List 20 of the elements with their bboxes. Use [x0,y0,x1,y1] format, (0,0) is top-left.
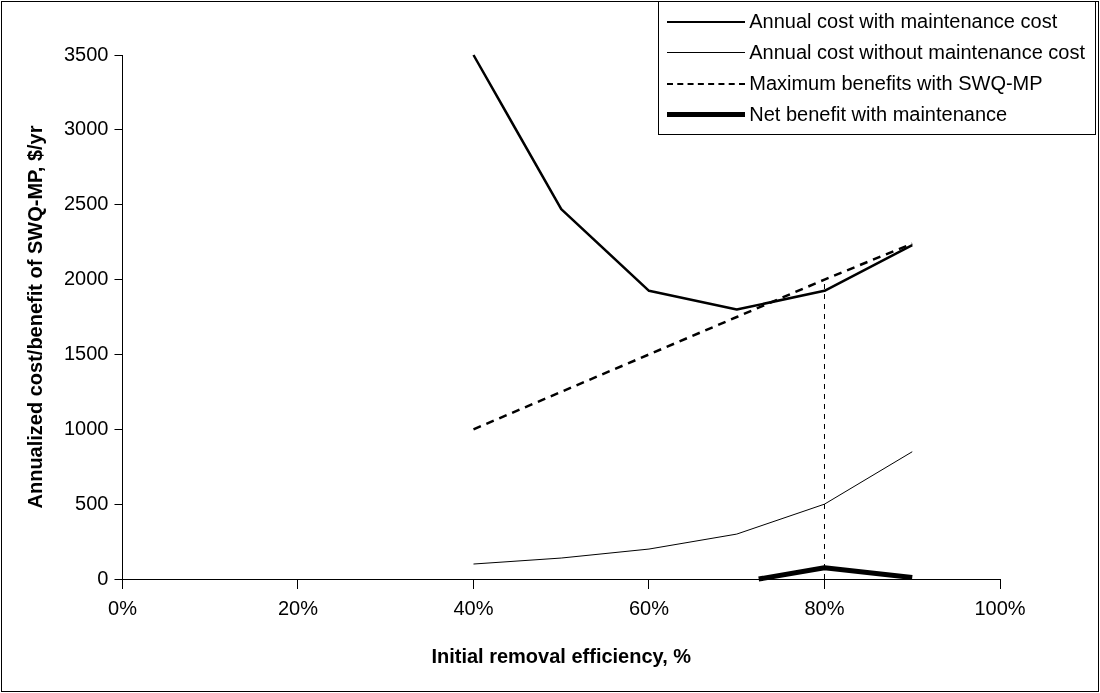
y-tick-label: 1000 [63,416,109,439]
y-axis-title: Annualized cost/benefit of SWQ-MP, $/yr [23,125,46,509]
x-tick-label: 60% [628,596,670,619]
x-tick-label: 80% [804,596,845,619]
legend-label: Annual cost without maintenance cost [749,41,1085,64]
y-tick-label: 3500 [63,42,109,65]
y-tick-label: 1500 [63,341,109,364]
legend-label: Maximum benefits with SWQ-MP [749,72,1043,95]
y-tick-label: 0 [97,566,109,589]
x-axis-title: Initial removal efficiency, % [431,644,692,667]
x-tick-label: 100% [974,596,1026,619]
x-tick-label: 0% [108,596,138,619]
y-tick-label: 500 [75,491,109,514]
y-tick-label: 2000 [63,267,109,290]
y-tick-label: 2500 [63,192,109,215]
x-tick-label: 20% [277,596,319,619]
legend-label: Annual cost with maintenance cost [749,10,1058,33]
y-tick-label: 3000 [63,117,109,140]
legend-label: Net benefit with maintenance [749,103,1008,126]
x-tick-label: 40% [453,596,494,619]
